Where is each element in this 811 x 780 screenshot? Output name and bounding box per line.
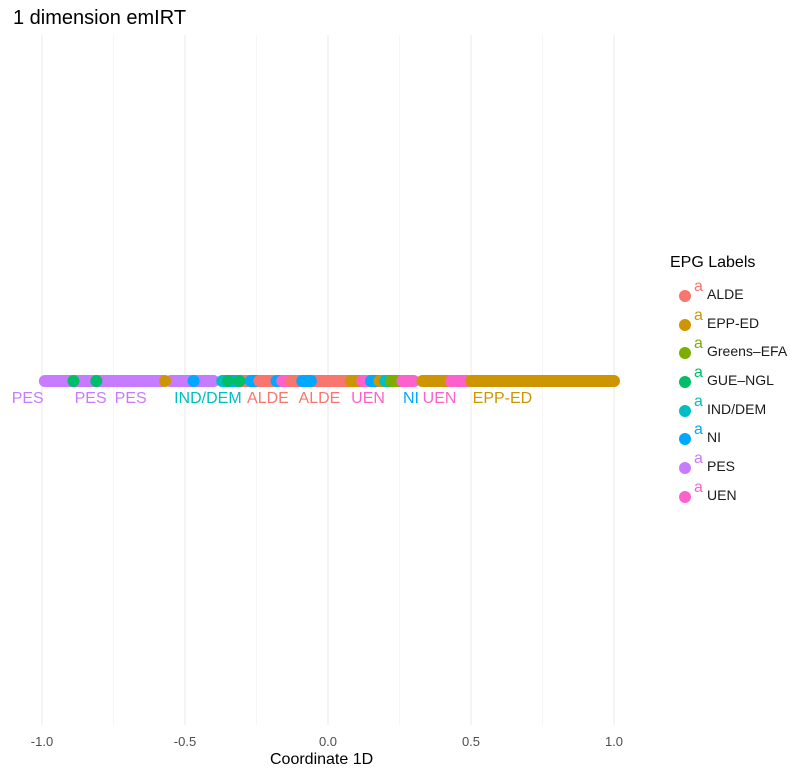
legend-swatch	[679, 462, 691, 475]
x-tick-label: -1.0	[31, 734, 53, 749]
legend-glyph: a	[694, 392, 703, 410]
legend-title: EPG Labels	[670, 254, 756, 271]
legend-glyph: a	[694, 278, 703, 295]
legend-swatch	[679, 347, 691, 360]
legend-label: Greens–EFA	[707, 343, 788, 360]
legend-glyph: a	[694, 306, 703, 324]
legend-swatch	[679, 290, 691, 302]
data-point-gue-ngl	[233, 375, 246, 387]
x-tick-label: 1.0	[605, 734, 623, 749]
legend-label: EPP-ED	[707, 314, 760, 331]
data-label: ALDE	[247, 390, 289, 407]
data-point-gue-ngl	[90, 375, 103, 387]
data-segment-ni	[296, 375, 317, 387]
data-label: UEN	[351, 390, 385, 407]
legend-item: a ALDE	[670, 278, 810, 309]
data-segment-ni	[187, 375, 200, 387]
data-label: IND/DEM	[174, 390, 242, 407]
data-segment-epp-ed	[416, 375, 455, 387]
legend-glyph: a	[694, 364, 703, 382]
legend-glyph: a	[694, 421, 703, 439]
x-axis-label: Coordinate 1D	[270, 751, 374, 768]
legend-item: a GUE–NGL	[670, 364, 810, 395]
legend-label: NI	[707, 429, 721, 446]
legend-item: a NI	[670, 421, 810, 452]
data-segment-epp-ed	[158, 375, 171, 387]
legend-swatch	[679, 433, 691, 446]
x-tick-label: 0.0	[319, 734, 337, 749]
data-segment-epp-ed	[465, 375, 620, 387]
legend-glyph: a	[694, 335, 703, 353]
data-label: PES	[75, 390, 107, 407]
data-points	[67, 375, 246, 387]
legend-item: a PES	[670, 450, 810, 481]
legend-item: a EPP-ED	[670, 306, 810, 338]
legend-swatch	[679, 404, 691, 417]
legend-items: a ALDE a EPP-ED a Greens–EFA a GUE–NGL a IND/DEM a…	[670, 278, 810, 510]
legend-label: IND/DEM	[707, 400, 767, 417]
legend-label: PES	[707, 458, 736, 475]
data-label: PES	[12, 390, 44, 407]
legend-swatch	[679, 490, 691, 503]
data-label: PES	[115, 390, 147, 407]
data-label: UEN	[423, 390, 457, 407]
data-segments	[38, 375, 620, 387]
data-labels: PES PES PES IND/DEM ALDE ALDE UEN NI UEN EPP-ED	[12, 390, 533, 407]
data-label: NI	[403, 390, 419, 407]
legend-swatch	[679, 318, 691, 331]
data-label: ALDE	[299, 390, 341, 407]
data-segment-pes	[38, 375, 169, 387]
legend-glyph: a	[694, 478, 703, 496]
legend-item: a IND/DEM	[670, 392, 810, 424]
x-tick-label: 0.5	[462, 734, 480, 749]
x-tick-label: -0.5	[174, 734, 196, 749]
data-segment-uen	[396, 375, 420, 387]
x-tick-labels: -1.0 -0.5 0.0 0.5 1.0	[31, 734, 623, 749]
legend: EPG Labels a ALDE a EPP-ED a Greens–EFA a GUE–N…	[670, 254, 810, 510]
legend-item: a Greens–EFA	[670, 335, 810, 366]
legend-glyph: a	[694, 450, 703, 468]
data-point-gue-ngl	[221, 375, 234, 387]
chart-title: 1 dimension emIRT	[13, 7, 187, 29]
legend-label: ALDE	[707, 286, 744, 302]
data-label: EPP-ED	[473, 390, 533, 407]
legend-item: a UEN	[670, 478, 810, 510]
legend-swatch	[679, 376, 691, 389]
legend-label: GUE–NGL	[707, 372, 774, 389]
data-point-gue-ngl	[67, 375, 80, 387]
legend-label: UEN	[707, 486, 737, 503]
